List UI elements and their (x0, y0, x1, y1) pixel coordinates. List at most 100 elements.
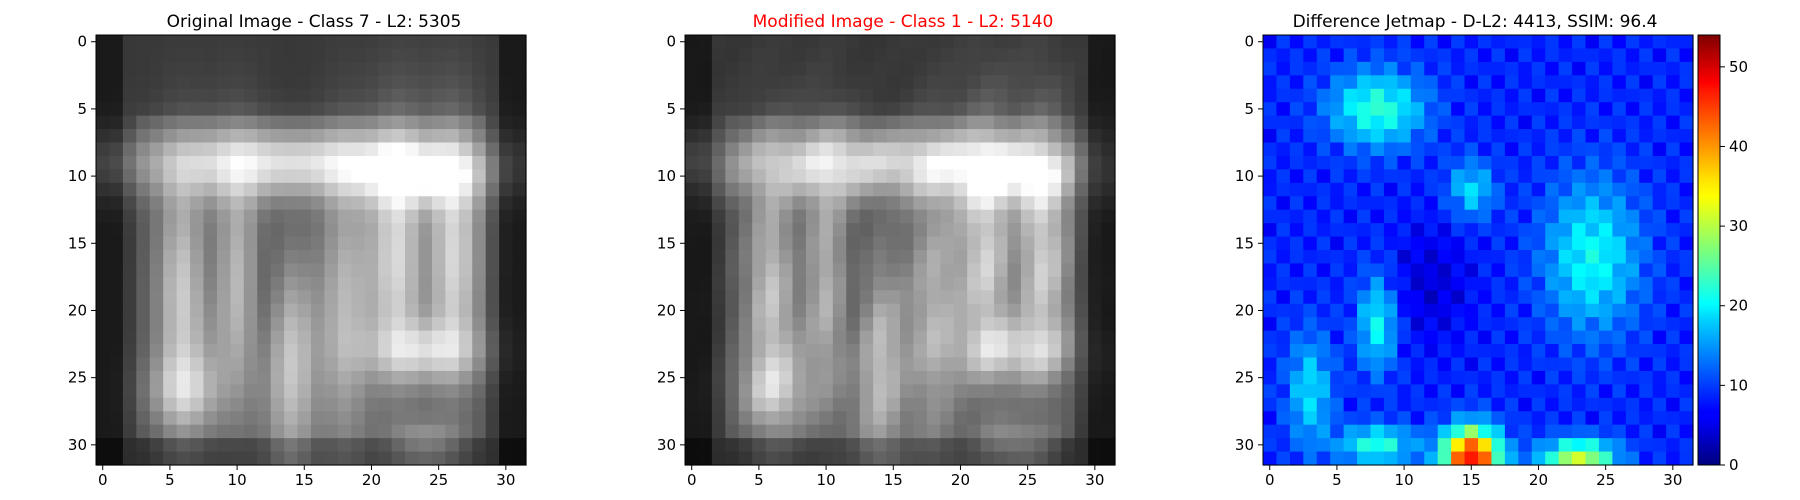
pixel-cell (765, 438, 780, 453)
pixel-cell (1289, 223, 1304, 238)
pixel-cell (418, 236, 433, 251)
pixel-cell (1518, 48, 1533, 63)
pixel-cell (216, 344, 231, 359)
pixel-cell (1625, 438, 1640, 453)
pixel-cell (1491, 344, 1506, 359)
pixel-cell (846, 357, 861, 372)
pixel-cell (1545, 451, 1560, 466)
pixel-cell (190, 88, 205, 103)
pixel-cell (1276, 61, 1291, 76)
pixel-cell (499, 236, 514, 251)
y-tick-label: 20 (68, 301, 87, 319)
pixel-cell (1370, 182, 1385, 197)
pixel-cell (1504, 129, 1519, 144)
pixel-cell (1047, 330, 1062, 345)
x-tick-label: 5 (754, 471, 764, 489)
pixel-cell (1289, 155, 1304, 170)
pixel-cell (886, 129, 901, 144)
pixel-cell (1424, 196, 1439, 211)
pixel-cell (1289, 102, 1304, 117)
pixel-cell (1478, 330, 1493, 345)
pixel-cell (698, 344, 713, 359)
pixel-cell (136, 370, 151, 385)
pixel-cell (859, 438, 874, 453)
pixel-cell (1464, 155, 1479, 170)
pixel-cell (886, 250, 901, 265)
pixel-cell (243, 424, 258, 439)
pixel-cell (1034, 35, 1049, 50)
pixel-cell (445, 75, 460, 90)
pixel-cell (940, 451, 955, 466)
pixel-cell (324, 451, 339, 466)
pixel-cell (1397, 142, 1412, 157)
pixel-cell (1061, 276, 1076, 291)
pixel-cell (203, 384, 218, 399)
pixel-cell (499, 263, 514, 278)
pixel-cell (1047, 129, 1062, 144)
pixel-cell (1478, 438, 1493, 453)
pixel-cell (1424, 102, 1439, 117)
pixel-cell (351, 290, 366, 305)
y-tick-label: 5 (1244, 100, 1254, 118)
pixel-cell (765, 263, 780, 278)
pixel-cell (805, 317, 820, 332)
pixel-cell (1047, 209, 1062, 224)
pixel-cell (967, 61, 982, 76)
pixel-cell (1020, 129, 1035, 144)
pixel-cell (940, 357, 955, 372)
pixel-cell (337, 236, 352, 251)
pixel-cell (1531, 411, 1546, 426)
pixel-cell (1289, 303, 1304, 318)
pixel-cell (1639, 236, 1654, 251)
pixel-cell (391, 223, 406, 238)
pixel-cell (243, 317, 258, 332)
panel-difference-x-ticks: 0 5 10 15 20 25 30 (1265, 465, 1682, 489)
pixel-cell (953, 330, 968, 345)
pixel-cell (445, 424, 460, 439)
pixel-cell (725, 370, 740, 385)
x-tick-label: 20 (951, 471, 970, 489)
pixel-cell (364, 384, 379, 399)
pixel-cell (230, 102, 245, 117)
pixel-cell (873, 438, 888, 453)
pixel-cell (1061, 411, 1076, 426)
pixel-cell (913, 290, 928, 305)
pixel-cell (364, 411, 379, 426)
pixel-cell (1303, 397, 1318, 412)
pixel-cell (472, 303, 487, 318)
pixel-cell (136, 384, 151, 399)
pixel-cell (1598, 196, 1613, 211)
pixel-cell (1612, 142, 1627, 157)
pixel-cell (324, 357, 339, 372)
pixel-cell (512, 263, 527, 278)
pixel-cell (1625, 344, 1640, 359)
pixel-cell (752, 88, 767, 103)
pixel-cell (1330, 169, 1345, 184)
pixel-cell (458, 438, 473, 453)
pixel-cell (1545, 397, 1560, 412)
pixel-cell (1020, 290, 1035, 305)
pixel-cell (1518, 182, 1533, 197)
pixel-cell (1034, 250, 1049, 265)
pixel-cell (1424, 182, 1439, 197)
pixel-cell (176, 303, 191, 318)
pixel-cell (1572, 236, 1587, 251)
pixel-cell (311, 209, 326, 224)
pixel-cell (1074, 276, 1089, 291)
pixel-cell (1061, 438, 1076, 453)
pixel-cell (1088, 223, 1103, 238)
pixel-cell (311, 196, 326, 211)
pixel-cell (913, 61, 928, 76)
pixel-cell (284, 169, 299, 184)
pixel-cell (900, 155, 915, 170)
pixel-cell (1343, 196, 1358, 211)
pixel-cell (1518, 263, 1533, 278)
pixel-cell (725, 357, 740, 372)
pixel-cell (1061, 61, 1076, 76)
pixel-cell (1276, 236, 1291, 251)
pixel-cell (337, 263, 352, 278)
pixel-cell (1263, 303, 1278, 318)
pixel-cell (1410, 48, 1425, 63)
pixel-cell (1316, 102, 1331, 117)
pixel-cell (711, 263, 726, 278)
